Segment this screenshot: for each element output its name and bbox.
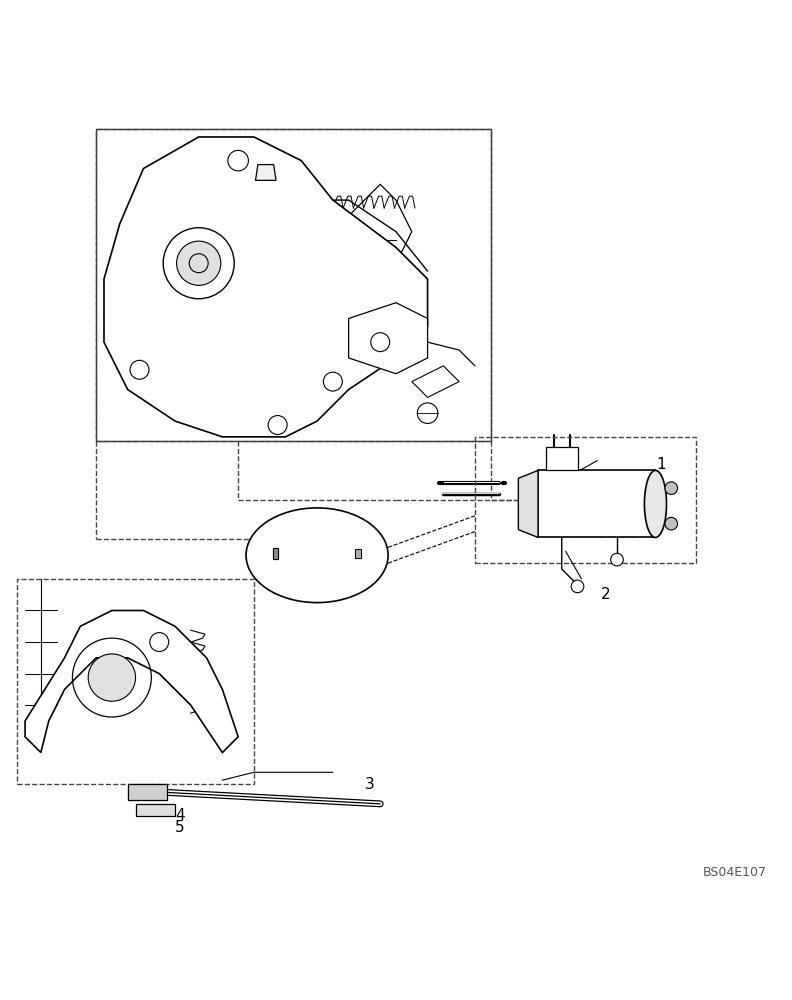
Polygon shape bbox=[25, 610, 238, 753]
Polygon shape bbox=[273, 548, 278, 559]
Ellipse shape bbox=[645, 470, 667, 537]
Circle shape bbox=[571, 580, 584, 593]
Polygon shape bbox=[546, 447, 577, 470]
Polygon shape bbox=[256, 165, 276, 180]
Circle shape bbox=[163, 228, 234, 299]
Polygon shape bbox=[538, 470, 656, 537]
Text: 5: 5 bbox=[175, 820, 185, 835]
Polygon shape bbox=[128, 784, 167, 800]
Text: 1: 1 bbox=[657, 457, 666, 472]
Polygon shape bbox=[348, 303, 428, 374]
Polygon shape bbox=[135, 804, 175, 816]
Polygon shape bbox=[355, 549, 361, 558]
Text: 2: 2 bbox=[601, 587, 611, 602]
Ellipse shape bbox=[246, 508, 388, 603]
Text: 4: 4 bbox=[175, 808, 185, 823]
Circle shape bbox=[177, 241, 221, 285]
Circle shape bbox=[665, 517, 677, 530]
Circle shape bbox=[665, 482, 677, 494]
Polygon shape bbox=[518, 470, 538, 537]
Polygon shape bbox=[104, 137, 428, 437]
Text: BS04E107: BS04E107 bbox=[703, 866, 767, 879]
Text: 3: 3 bbox=[364, 777, 374, 792]
Circle shape bbox=[611, 553, 623, 566]
Polygon shape bbox=[412, 366, 459, 397]
Circle shape bbox=[88, 654, 135, 701]
